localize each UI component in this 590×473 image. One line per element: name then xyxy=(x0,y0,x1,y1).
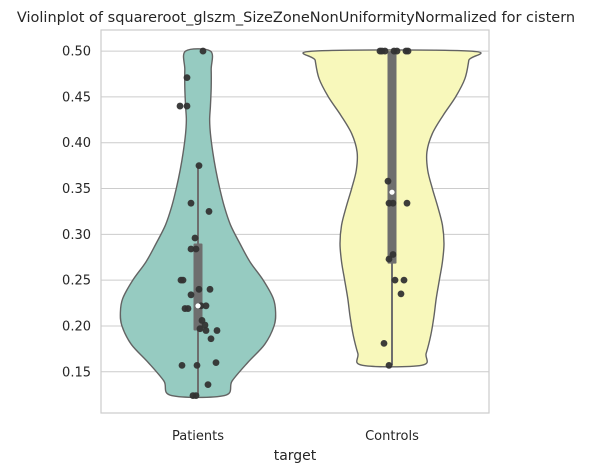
x-axis-ticks: Patients Controls xyxy=(172,429,419,444)
data-point xyxy=(192,392,200,399)
data-point xyxy=(403,199,411,207)
data-point xyxy=(195,285,203,293)
data-point xyxy=(213,327,221,334)
data-point xyxy=(184,305,192,312)
x-axis-label: target xyxy=(274,448,317,464)
data-point xyxy=(187,245,195,253)
data-point xyxy=(176,102,184,110)
data-point xyxy=(193,361,201,369)
y-tick-label: 0.30 xyxy=(62,228,91,243)
data-point xyxy=(183,74,191,82)
y-tick-label: 0.15 xyxy=(62,365,91,380)
data-point xyxy=(384,177,392,185)
data-point xyxy=(205,208,213,215)
data-point xyxy=(389,251,397,258)
y-tick-label: 0.25 xyxy=(62,274,91,289)
box-controls xyxy=(387,51,397,264)
data-point xyxy=(393,47,401,55)
data-point xyxy=(397,290,405,298)
data-point xyxy=(183,102,191,110)
data-point xyxy=(202,302,210,310)
data-point xyxy=(400,276,408,284)
y-tick-label: 0.40 xyxy=(62,136,91,151)
median-patients xyxy=(195,303,201,309)
data-point xyxy=(204,381,212,388)
data-point xyxy=(404,47,412,55)
data-point xyxy=(187,291,195,299)
x-tick-label: Controls xyxy=(365,429,419,444)
median-controls xyxy=(389,189,395,195)
y-tick-label: 0.35 xyxy=(62,182,91,197)
x-tick-label: Patients xyxy=(172,429,224,444)
y-tick-label: 0.50 xyxy=(62,45,91,60)
data-point xyxy=(191,234,199,242)
data-point xyxy=(385,255,393,263)
data-point xyxy=(389,199,397,207)
data-point xyxy=(385,361,393,369)
data-point xyxy=(202,327,210,334)
data-point xyxy=(196,325,204,333)
data-point xyxy=(381,47,389,55)
data-point xyxy=(178,361,186,369)
data-point xyxy=(195,162,203,170)
y-tick-label: 0.20 xyxy=(62,319,91,334)
plot-frame xyxy=(100,29,490,414)
violins xyxy=(119,47,482,399)
data-point xyxy=(201,321,209,329)
y-tick-label: 0.45 xyxy=(62,90,91,105)
chart-title: Violinplot of squareroot_glszm_SizeZoneN… xyxy=(17,10,575,26)
data-point xyxy=(179,276,187,284)
data-point xyxy=(380,339,388,347)
data-point xyxy=(212,359,220,367)
data-point xyxy=(192,245,200,253)
y-axis-ticks: 0.15 0.20 0.25 0.30 0.35 0.40 0.45 0.50 xyxy=(62,45,91,381)
data-point xyxy=(391,276,399,284)
data-point xyxy=(199,47,207,55)
data-point xyxy=(206,285,214,293)
data-point xyxy=(207,335,215,343)
data-point xyxy=(187,199,195,207)
